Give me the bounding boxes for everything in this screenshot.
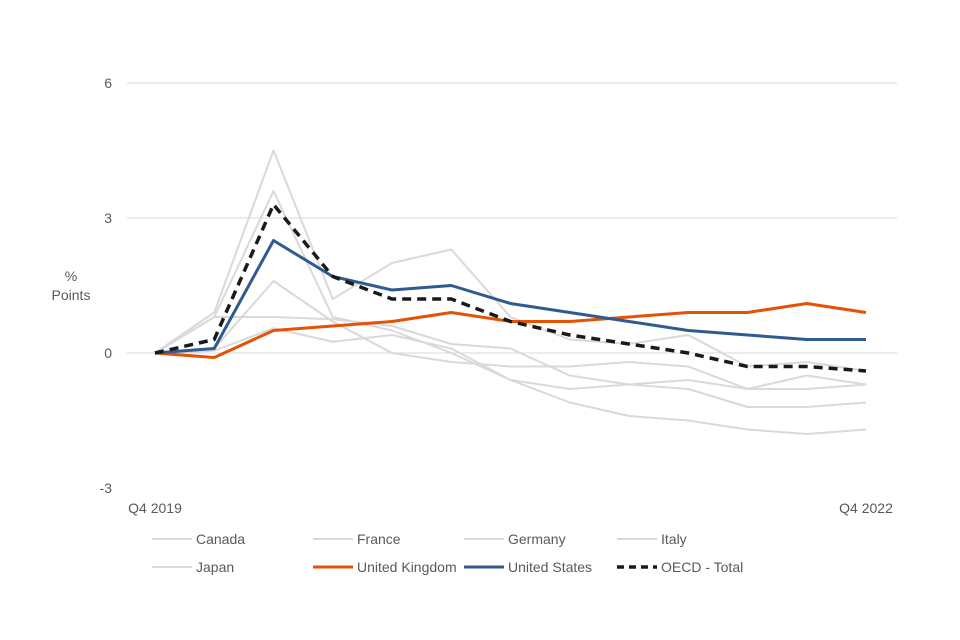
series-line-united-states bbox=[154, 239, 866, 355]
legend-label: United States bbox=[508, 559, 592, 575]
legend-label: France bbox=[357, 531, 401, 547]
legend: Canada France Germany Italy Japan United King… bbox=[152, 531, 743, 575]
series-line-france bbox=[154, 190, 867, 390]
gridlines bbox=[127, 82, 897, 354]
series-line-germany bbox=[154, 280, 867, 390]
y-axis-label-line1: % bbox=[65, 268, 77, 284]
x-tick-label: Q4 2022 bbox=[839, 500, 893, 516]
y-axis-ticks: -3 0 3 6 bbox=[100, 75, 113, 496]
y-tick-label: 0 bbox=[104, 345, 112, 361]
series-line-japan bbox=[154, 327, 867, 435]
series-lines bbox=[154, 149, 867, 435]
y-axis-label-line2: Points bbox=[52, 287, 91, 303]
y-tick-label: -3 bbox=[100, 480, 113, 496]
legend-label: Italy bbox=[661, 531, 687, 547]
y-tick-label: 6 bbox=[104, 75, 112, 91]
x-tick-label: Q4 2019 bbox=[128, 500, 182, 516]
legend-label: Canada bbox=[196, 531, 245, 547]
y-tick-label: 3 bbox=[104, 210, 112, 226]
legend-label: Germany bbox=[508, 531, 566, 547]
legend-label: United Kingdom bbox=[357, 559, 457, 575]
legend-label: OECD - Total bbox=[661, 559, 743, 575]
legend-label: Japan bbox=[196, 559, 234, 575]
series-line-italy bbox=[154, 316, 867, 408]
x-axis-ticks: Q4 2019 Q4 2022 bbox=[128, 500, 893, 516]
series-line-oecd-total bbox=[154, 202, 867, 373]
